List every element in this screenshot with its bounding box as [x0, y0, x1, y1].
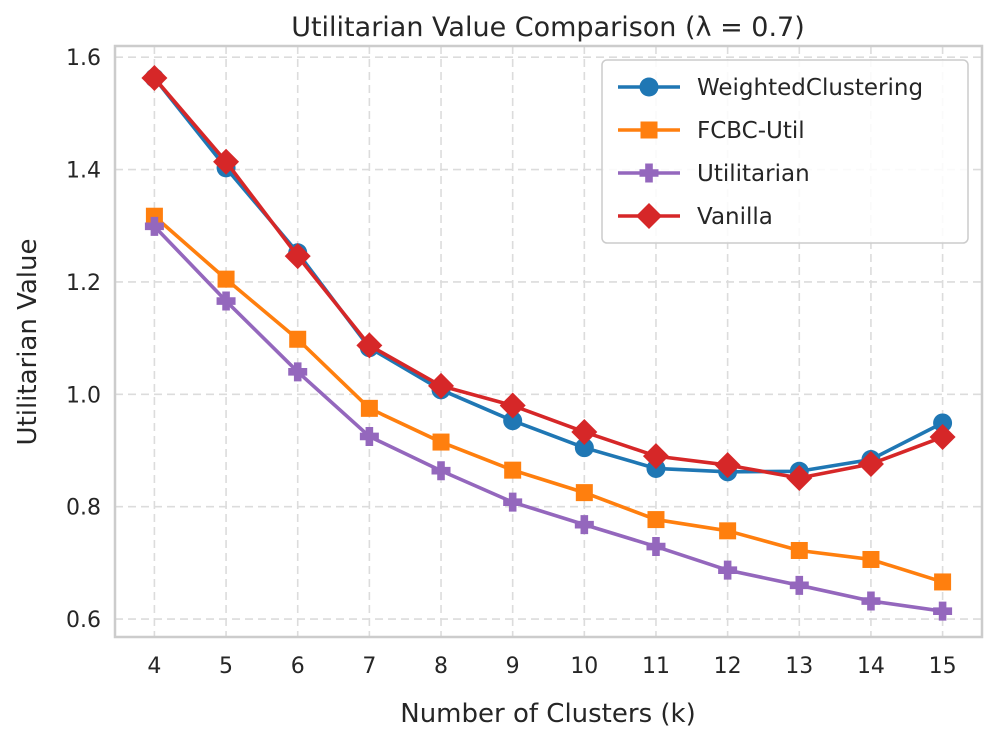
- data-point: [786, 465, 813, 492]
- data-point: [145, 207, 163, 225]
- data-point: [862, 550, 880, 568]
- data-point: [428, 372, 455, 399]
- legend-marker: [639, 163, 659, 183]
- x-tick-label: 5: [219, 654, 233, 679]
- data-point: [503, 411, 523, 431]
- legend-label: FCBC-Util: [697, 118, 805, 144]
- data-point: [356, 332, 383, 359]
- y-axis-title: Utilitarian Value: [13, 238, 43, 445]
- y-tick-label: 1.0: [66, 383, 101, 408]
- plot-frame: [113, 44, 984, 639]
- data-point: [718, 560, 738, 580]
- series-line: [153, 214, 944, 584]
- data-point: [714, 452, 741, 479]
- data-point: [647, 511, 665, 529]
- data-point: [503, 492, 523, 512]
- x-tick-label: 14: [857, 654, 885, 679]
- x-tick-label: 15: [929, 654, 957, 679]
- x-tick-label: 13: [785, 654, 813, 679]
- data-point: [360, 399, 378, 417]
- data-point: [790, 541, 808, 559]
- series-utilitarian: [144, 216, 953, 621]
- legend-entry: WeightedClustering: [618, 75, 923, 101]
- y-tick-label: 1.4: [66, 159, 101, 184]
- data-point: [289, 330, 307, 348]
- data-point: [574, 515, 594, 535]
- x-tick-label: 6: [291, 654, 305, 679]
- y-tick-label: 0.8: [66, 496, 101, 521]
- data-point: [857, 450, 884, 477]
- x-tick-label: 9: [506, 654, 520, 679]
- data-point: [216, 291, 236, 311]
- data-point: [217, 270, 235, 288]
- legend-marker: [639, 77, 659, 97]
- data-point: [213, 148, 240, 175]
- x-tick-label: 11: [642, 654, 670, 679]
- data-point: [359, 426, 379, 446]
- data-point: [933, 601, 953, 621]
- data-point: [789, 575, 809, 595]
- data-point: [646, 537, 666, 557]
- data-point: [861, 591, 881, 611]
- data-point: [499, 392, 526, 419]
- data-point: [642, 443, 669, 470]
- data-point: [719, 522, 737, 540]
- legend-label: Vanilla: [697, 204, 773, 230]
- series-fcbc-util: [145, 207, 952, 591]
- data-point: [141, 65, 168, 92]
- legend-label: Utilitarian: [697, 161, 810, 187]
- data-point: [929, 424, 956, 451]
- tick-labels: 4 5 6 7 8 9 10 11 12 13 14 15 0.6 0.8 1.0 1.2 1.4 1.6: [66, 46, 957, 679]
- y-tick-label: 0.6: [66, 608, 101, 633]
- data-point: [575, 484, 593, 502]
- data-point: [288, 362, 308, 382]
- legend-entry: FCBC-Util: [618, 118, 805, 144]
- data-point: [431, 461, 451, 481]
- data-point: [574, 438, 594, 458]
- legend-marker: [636, 203, 662, 229]
- data-point: [144, 216, 164, 236]
- x-tick-label: 4: [147, 654, 161, 679]
- legend-label: WeightedClustering: [697, 75, 923, 101]
- data-point: [571, 418, 598, 445]
- legend-entry: Utilitarian: [618, 161, 810, 187]
- y-tick-label: 1.2: [66, 271, 101, 296]
- series-line: [153, 76, 944, 480]
- legend: WeightedClustering FCBC-Util Utilitarian Va…: [601, 59, 969, 244]
- data-point: [933, 413, 953, 433]
- data-point: [432, 433, 450, 451]
- x-tick-label: 7: [362, 654, 376, 679]
- data-point: [934, 573, 952, 591]
- x-tick-label: 12: [714, 654, 742, 679]
- series-vanilla: [141, 65, 956, 492]
- legend-box: [601, 59, 969, 244]
- x-tick-label: 8: [434, 654, 448, 679]
- series-layer: [141, 65, 956, 621]
- legend-marker: [640, 121, 658, 139]
- chart-title: Utilitarian Value Comparison (λ = 0.7): [291, 12, 805, 43]
- series-line: [153, 225, 943, 613]
- data-point: [504, 461, 522, 479]
- legend-entry: Vanilla: [618, 203, 773, 230]
- y-tick-label: 1.6: [66, 46, 101, 71]
- data-point: [284, 243, 311, 270]
- x-axis-title: Number of Clusters (k): [400, 699, 695, 729]
- x-tick-label: 10: [570, 654, 598, 679]
